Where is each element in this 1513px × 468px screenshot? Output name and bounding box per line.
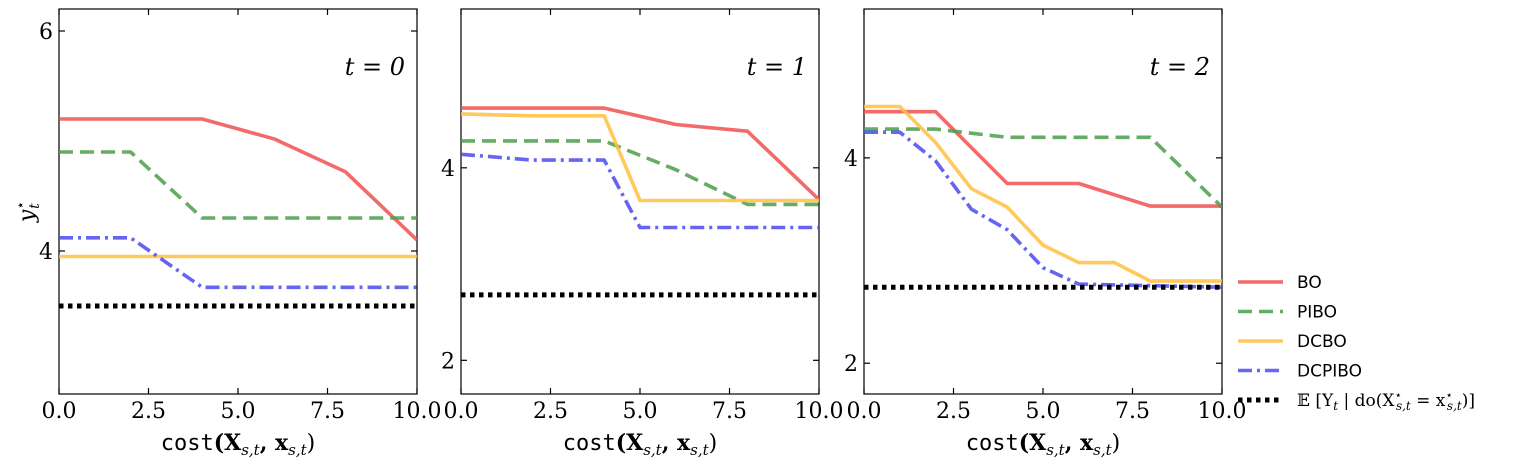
legend-entry-pibo: PIBO	[1238, 303, 1337, 323]
legend-label: DCBO	[1297, 332, 1347, 352]
panel-title: t = 1	[747, 53, 807, 81]
y-tick-label: 2	[441, 349, 455, 374]
x-tick-label: 7.5	[310, 399, 345, 424]
series-line-pibo	[461, 139, 819, 207]
x-axis-label: cost(Xs,t, xs,t)	[563, 430, 718, 459]
series-line-bo	[59, 117, 417, 242]
x-axis-label: cost(Xs,t, xs,t)	[966, 430, 1121, 459]
series-line-bo	[461, 106, 819, 201]
series-line-bo	[864, 109, 1222, 208]
y-tick-label: 4	[39, 240, 53, 265]
series-line-pibo	[59, 150, 417, 220]
y-tick-label: 4	[441, 157, 455, 182]
legend-entry-dcpibo: DCPIBO	[1238, 362, 1362, 382]
x-axis-label: cost(Xs,t, xs,t)	[161, 430, 316, 459]
series-group	[461, 106, 819, 298]
series-line-dcbo	[864, 104, 1222, 283]
series-group	[59, 117, 417, 309]
legend-entry-yt-do-x-s-t-x-s-t: 𝔼 [Yt | do(X⋆ s,t = x⋆ s,t)]	[1238, 388, 1475, 413]
x-tick-label: 5.0	[1026, 399, 1061, 424]
legend-entry-bo: BO	[1238, 273, 1322, 293]
x-tick-label: 0.0	[42, 399, 77, 424]
x-tick-label: 10.0	[1198, 399, 1247, 424]
series-line-pibo	[864, 127, 1222, 209]
panel-title: t = 2	[1150, 53, 1210, 81]
panel-1: 0.0 2.5 5.0 7.5 10.0 2 4 t = 1 cost(Xs,t, xs,t)	[441, 8, 844, 459]
panel-title: t = 0	[345, 53, 405, 81]
x-tick-label: 10.0	[795, 399, 844, 424]
legend-label: BO	[1297, 273, 1322, 293]
series-line-dcpibo	[864, 130, 1222, 289]
y-tick-label: 4	[844, 147, 858, 172]
x-tick-label: 2.5	[936, 399, 971, 424]
x-tick-label: 7.5	[1115, 399, 1150, 424]
y-axis-label: y⋆t	[13, 201, 43, 223]
x-tick-label: 0.0	[444, 399, 479, 424]
series-line-dcbo	[461, 112, 819, 203]
legend: BO PIBO DCBO DCPIBO 𝔼 [Yt | do(X⋆ s,t = x⋆ s,t…	[1238, 273, 1475, 413]
series-line-dcpibo	[461, 152, 819, 230]
panels: 0.0 2.5 5.0 7.5 10.0 4 6 t = 0 cost(Xs,t, xs,t) y…	[13, 8, 1247, 459]
y-tick-label: 2	[844, 352, 858, 377]
x-tick-label: 2.5	[533, 399, 568, 424]
x-tick-label: 5.0	[221, 399, 256, 424]
legend-label: DCPIBO	[1297, 362, 1362, 382]
y-tick-label: 6	[39, 20, 53, 45]
x-tick-label: 10.0	[393, 399, 442, 424]
legend-label: PIBO	[1297, 303, 1337, 323]
series-line-dcpibo	[59, 236, 417, 290]
legend-entry-dcbo: DCBO	[1238, 332, 1347, 352]
series-group	[864, 104, 1222, 290]
x-tick-label: 5.0	[623, 399, 658, 424]
x-tick-label: 7.5	[712, 399, 747, 424]
x-tick-label: 0.0	[847, 399, 882, 424]
panel-0: 0.0 2.5 5.0 7.5 10.0 4 6 t = 0 cost(Xs,t, xs,t) y…	[13, 8, 442, 459]
legend-label-expectation: 𝔼 [Yt | do(X⋆ s,t = x⋆ s,t)]	[1297, 388, 1475, 413]
x-tick-label: 2.5	[131, 399, 166, 424]
panel-2: 0.0 2.5 5.0 7.5 10.0 2 4 t = 2 cost(Xs,t, xs,t)	[844, 8, 1247, 459]
